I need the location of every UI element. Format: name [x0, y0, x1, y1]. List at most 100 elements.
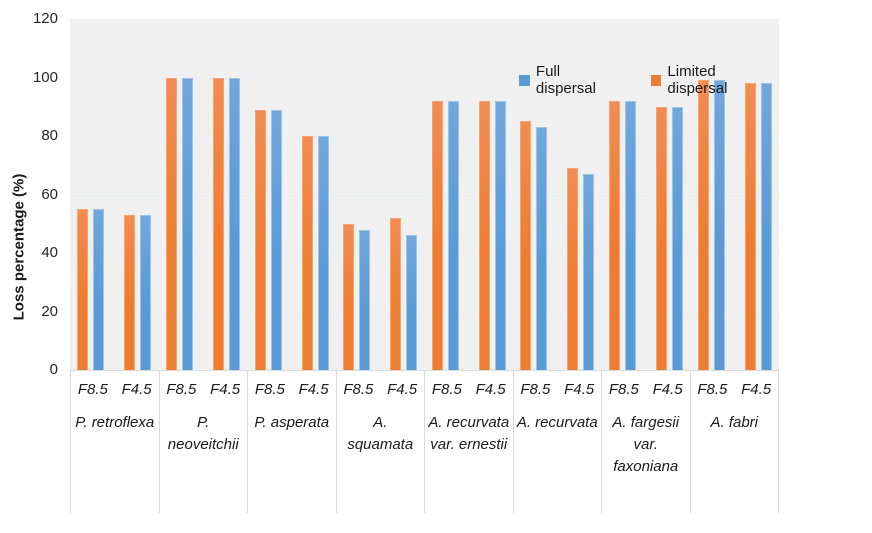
scenario-labels: F8.5 F4.5	[160, 381, 248, 398]
species-label: A. squamata	[347, 414, 414, 453]
y-tick-label: 20	[41, 302, 58, 320]
scenario-labels: F8.5 F4.5	[337, 381, 425, 398]
y-tick-label: 40	[41, 244, 58, 261]
species-label: P. retroflexa	[75, 414, 155, 431]
y-tick-label: 0	[49, 361, 58, 378]
limited-dispersal-swatch-icon	[650, 74, 662, 86]
scenario-label: F8.5	[343, 381, 374, 398]
limited-dispersal-bar	[520, 121, 532, 370]
bars-layer	[70, 19, 779, 370]
limited-dispersal-bar	[697, 80, 709, 370]
species-category-cell: F8.5 F4.5 A. recurvata var. ernestii	[424, 371, 513, 513]
full-dispersal-bar	[713, 80, 725, 370]
limited-dispersal-bar	[390, 217, 402, 370]
species-category-cell: F8.5 F4.5 A. fabri	[689, 371, 779, 513]
scenario-labels: F8.5 F4.5	[71, 381, 159, 398]
scenario-pair	[343, 19, 371, 370]
species-category-cell: F8.5 F4.5 P. asperata	[247, 371, 336, 513]
scenario-pair	[697, 19, 725, 370]
y-tick-label: 80	[41, 127, 58, 144]
scenario-pair	[520, 19, 548, 370]
limited-dispersal-bar	[124, 214, 136, 370]
limited-dispersal-bar	[609, 100, 621, 370]
scenario-pair	[212, 19, 240, 370]
full-dispersal-bar	[447, 100, 459, 370]
limited-dispersal-bar	[212, 77, 224, 370]
scenario-pair	[301, 19, 329, 370]
scenario-pair	[165, 19, 193, 370]
limited-dispersal-bar	[343, 223, 355, 370]
legend: Full dispersal Limited dispersal	[519, 63, 779, 97]
full-dispersal-bar	[494, 100, 506, 370]
full-dispersal-bar	[228, 77, 240, 370]
y-tick-label: 100	[32, 68, 58, 86]
x-axis-category-labels: F8.5 F4.5 P. retroflexa F8.5 F4.5 P. neoveitc…	[70, 371, 779, 513]
scenario-label: F4.5	[564, 381, 595, 398]
gridline	[70, 136, 779, 137]
species-category-cell: F8.5 F4.5 A. squamata	[335, 371, 425, 513]
full-dispersal-swatch-icon	[519, 74, 530, 86]
scenario-label: F4.5	[298, 381, 329, 398]
bar-group	[425, 19, 514, 370]
full-dispersal-bar	[760, 83, 772, 370]
bar-group	[602, 19, 691, 370]
scenario-labels: F8.5 F4.5	[425, 381, 513, 398]
scenario-label: F4.5	[210, 381, 241, 398]
scenario-label: F4.5	[652, 381, 683, 398]
scenario-label: F8.5	[77, 381, 108, 398]
species-category-cell: F8.5 F4.5 A. fargesii var. faxoniana	[601, 371, 690, 513]
full-dispersal-bar	[181, 77, 193, 370]
scenario-pair	[390, 19, 418, 370]
bar-group	[336, 19, 425, 370]
gridline	[70, 19, 779, 20]
full-dispersal-bar	[93, 209, 105, 370]
scenario-pair	[431, 19, 459, 370]
limited-dispersal-bar	[478, 100, 490, 370]
scenario-label: F4.5	[475, 381, 506, 398]
scenario-pair	[77, 19, 105, 370]
full-dispersal-bar	[270, 109, 282, 370]
full-dispersal-bar	[672, 106, 684, 370]
scenario-labels: F8.5 F4.5	[691, 381, 779, 398]
full-dispersal-bar	[140, 214, 152, 370]
species-label: P. neoveitchii	[167, 414, 239, 453]
scenario-labels: F8.5 F4.5	[514, 381, 602, 398]
limited-dispersal-bar	[165, 77, 177, 370]
species-category-cell: F8.5 F4.5 P. retroflexa	[70, 371, 159, 513]
full-dispersal-bar	[536, 127, 548, 370]
full-dispersal-bar	[317, 136, 329, 370]
y-tick-label: 60	[41, 185, 58, 203]
limited-dispersal-bar	[301, 136, 313, 370]
limited-dispersal-bar	[77, 209, 89, 370]
scenario-pair	[124, 19, 152, 370]
species-label: A. fabri	[710, 414, 759, 431]
bar-group	[247, 19, 336, 370]
legend-label: Limited dispersal	[667, 63, 728, 97]
limited-dispersal-bar	[567, 168, 579, 370]
full-dispersal-bar	[625, 100, 637, 370]
species-label: A. recurvata	[516, 414, 598, 431]
scenario-pair	[254, 19, 282, 370]
bar-group	[159, 19, 248, 370]
scenario-pair	[656, 19, 684, 370]
scenario-label: F4.5	[121, 381, 152, 398]
species-category-cell: F8.5 F4.5 P. neoveitchii	[158, 371, 248, 513]
gridline	[70, 77, 779, 79]
legend-item-full-dispersal: Full dispersal	[519, 63, 624, 97]
scenario-pair	[609, 19, 637, 370]
legend-label: Full dispersal	[535, 63, 596, 97]
plot-area: Full dispersal Limited dispersal	[70, 19, 779, 371]
scenario-label: F8.5	[697, 381, 728, 398]
limited-dispersal-bar	[744, 83, 756, 370]
species-label: A. recurvata var. ernestii	[428, 414, 510, 453]
scenario-pair	[478, 19, 506, 370]
y-tick-label: 120	[32, 10, 58, 27]
gridline	[70, 253, 779, 254]
scenario-pair	[744, 19, 772, 370]
gridline	[70, 194, 779, 196]
scenario-label: F8.5	[520, 381, 551, 398]
scenario-label: F8.5	[254, 381, 285, 398]
gridline	[70, 311, 779, 313]
scenario-label: F4.5	[741, 381, 772, 398]
